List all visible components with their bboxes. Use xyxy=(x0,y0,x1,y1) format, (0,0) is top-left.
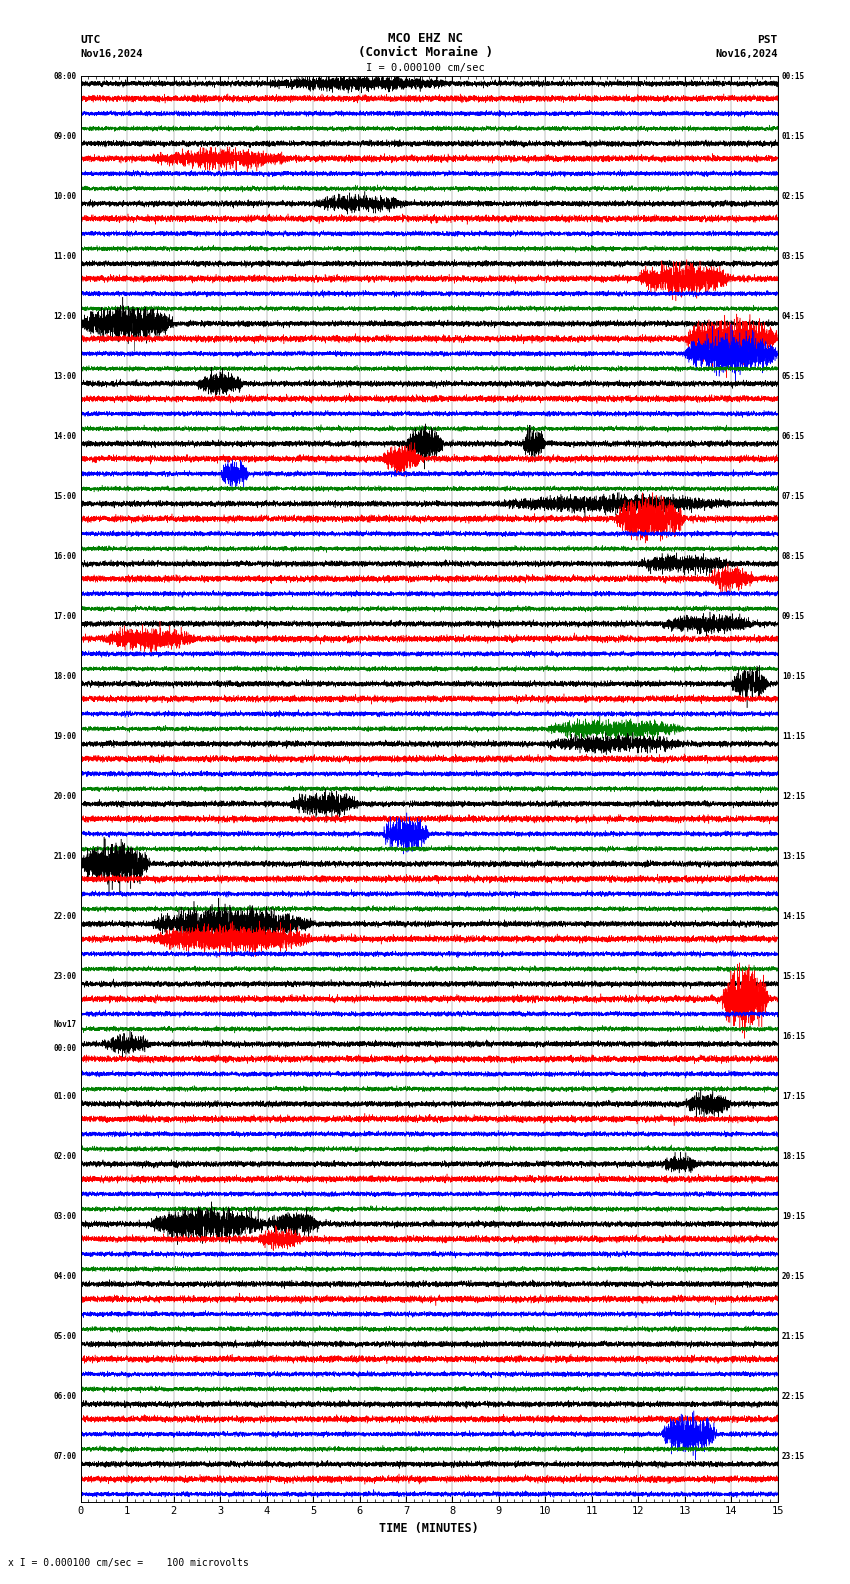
Text: 17:00: 17:00 xyxy=(54,611,76,621)
Text: 13:00: 13:00 xyxy=(54,372,76,380)
Text: 15:15: 15:15 xyxy=(782,973,805,980)
Text: 20:15: 20:15 xyxy=(782,1272,805,1281)
Text: 14:15: 14:15 xyxy=(782,912,805,920)
Text: I = 0.000100 cm/sec: I = 0.000100 cm/sec xyxy=(366,63,484,73)
Text: 20:00: 20:00 xyxy=(54,792,76,802)
Text: 21:15: 21:15 xyxy=(782,1332,805,1342)
Text: 16:00: 16:00 xyxy=(54,551,76,561)
Text: 12:15: 12:15 xyxy=(782,792,805,802)
Text: 00:15: 00:15 xyxy=(782,71,805,81)
Text: 19:00: 19:00 xyxy=(54,732,76,741)
Text: 01:15: 01:15 xyxy=(782,131,805,141)
Text: 18:00: 18:00 xyxy=(54,672,76,681)
Text: 04:00: 04:00 xyxy=(54,1272,76,1281)
Text: 05:00: 05:00 xyxy=(54,1332,76,1342)
Text: 02:00: 02:00 xyxy=(54,1152,76,1161)
Text: 18:15: 18:15 xyxy=(782,1152,805,1161)
Text: 05:15: 05:15 xyxy=(782,372,805,380)
X-axis label: TIME (MINUTES): TIME (MINUTES) xyxy=(379,1522,479,1535)
Text: 15:00: 15:00 xyxy=(54,491,76,501)
Text: 12:00: 12:00 xyxy=(54,312,76,320)
Text: 23:15: 23:15 xyxy=(782,1453,805,1460)
Text: PST: PST xyxy=(757,35,778,44)
Text: 23:00: 23:00 xyxy=(54,973,76,980)
Text: 14:00: 14:00 xyxy=(54,432,76,440)
Text: 10:15: 10:15 xyxy=(782,672,805,681)
Text: 17:15: 17:15 xyxy=(782,1091,805,1101)
Text: Nov17: Nov17 xyxy=(54,1020,76,1030)
Text: MCO EHZ NC: MCO EHZ NC xyxy=(388,32,462,44)
Text: 11:00: 11:00 xyxy=(54,252,76,261)
Text: 06:00: 06:00 xyxy=(54,1392,76,1402)
Text: 07:15: 07:15 xyxy=(782,491,805,501)
Text: 06:15: 06:15 xyxy=(782,432,805,440)
Text: x I = 0.000100 cm/sec =    100 microvolts: x I = 0.000100 cm/sec = 100 microvolts xyxy=(8,1559,249,1568)
Text: 02:15: 02:15 xyxy=(782,192,805,201)
Text: (Convict Moraine ): (Convict Moraine ) xyxy=(358,46,492,59)
Text: 22:00: 22:00 xyxy=(54,912,76,920)
Text: 08:15: 08:15 xyxy=(782,551,805,561)
Text: 08:00: 08:00 xyxy=(54,71,76,81)
Text: 10:00: 10:00 xyxy=(54,192,76,201)
Text: UTC: UTC xyxy=(81,35,101,44)
Text: 09:00: 09:00 xyxy=(54,131,76,141)
Text: 21:00: 21:00 xyxy=(54,852,76,860)
Text: 03:15: 03:15 xyxy=(782,252,805,261)
Text: 04:15: 04:15 xyxy=(782,312,805,320)
Text: 16:15: 16:15 xyxy=(782,1031,805,1041)
Text: Nov16,2024: Nov16,2024 xyxy=(715,49,778,59)
Text: 09:15: 09:15 xyxy=(782,611,805,621)
Text: 13:15: 13:15 xyxy=(782,852,805,860)
Text: Nov16,2024: Nov16,2024 xyxy=(81,49,144,59)
Text: 19:15: 19:15 xyxy=(782,1212,805,1221)
Text: 11:15: 11:15 xyxy=(782,732,805,741)
Text: 22:15: 22:15 xyxy=(782,1392,805,1402)
Text: 01:00: 01:00 xyxy=(54,1091,76,1101)
Text: 00:00: 00:00 xyxy=(54,1044,76,1052)
Text: 03:00: 03:00 xyxy=(54,1212,76,1221)
Text: 07:00: 07:00 xyxy=(54,1453,76,1460)
